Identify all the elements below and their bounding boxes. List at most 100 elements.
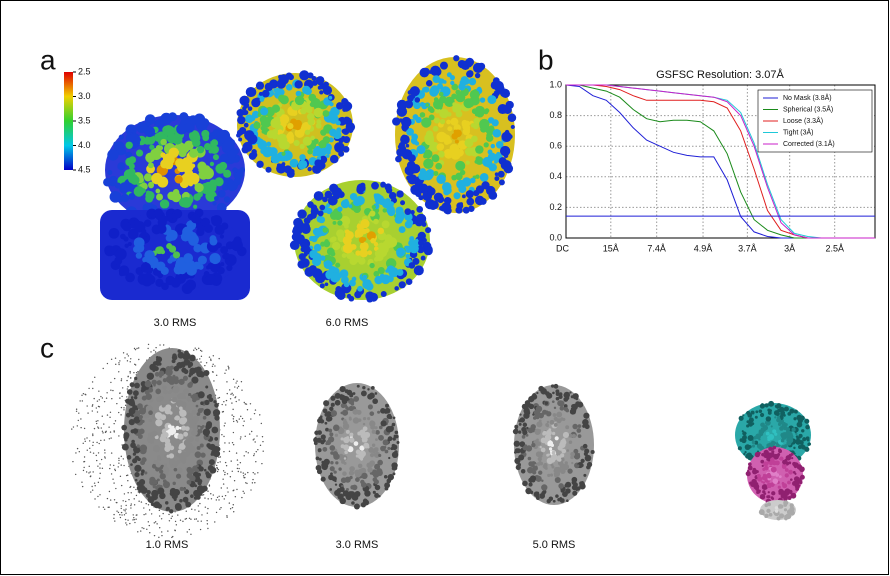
point-cloud bbox=[169, 520, 170, 521]
map-speck bbox=[371, 386, 375, 390]
map-speck bbox=[361, 473, 367, 479]
point-cloud bbox=[92, 410, 93, 411]
map-speck bbox=[155, 419, 162, 426]
point-cloud bbox=[121, 396, 122, 397]
map-speck bbox=[372, 444, 375, 447]
map-speck bbox=[330, 461, 333, 464]
map-speck bbox=[409, 244, 418, 253]
map-speck bbox=[333, 131, 342, 140]
map-speck bbox=[204, 409, 211, 416]
point-cloud bbox=[87, 412, 88, 413]
point-cloud bbox=[136, 348, 137, 349]
map-speck bbox=[161, 283, 169, 291]
map-speck bbox=[142, 396, 147, 401]
map-speck bbox=[458, 83, 466, 91]
map-speck bbox=[160, 199, 169, 208]
map-speck bbox=[785, 513, 791, 519]
map-speck bbox=[362, 386, 365, 389]
map-speck bbox=[323, 408, 328, 413]
map-speck bbox=[330, 396, 335, 401]
map-speck bbox=[761, 453, 764, 456]
map-speck bbox=[175, 504, 182, 511]
map-speck bbox=[576, 404, 579, 407]
map-speck bbox=[148, 410, 153, 415]
point-cloud bbox=[125, 505, 126, 506]
map-speck bbox=[158, 362, 161, 365]
map-speck bbox=[184, 355, 188, 359]
map-speck bbox=[773, 512, 775, 514]
point-cloud bbox=[80, 427, 81, 428]
map-speck bbox=[494, 90, 500, 96]
map-speck bbox=[358, 464, 363, 469]
map-speck bbox=[409, 236, 414, 241]
map-speck bbox=[343, 396, 348, 401]
map-speck bbox=[372, 205, 376, 209]
map-speck bbox=[528, 461, 533, 466]
map-speck bbox=[536, 421, 542, 427]
map-speck bbox=[300, 144, 305, 149]
map-speck bbox=[795, 477, 797, 479]
point-cloud bbox=[140, 530, 141, 531]
map-speck bbox=[738, 446, 742, 450]
map-speck bbox=[333, 221, 337, 225]
map-speck bbox=[513, 429, 518, 434]
map-speck bbox=[160, 152, 165, 157]
point-cloud bbox=[149, 525, 150, 526]
map-speck bbox=[344, 404, 347, 407]
map-speck bbox=[274, 116, 280, 122]
map-speck bbox=[576, 428, 581, 433]
map-speck bbox=[322, 197, 328, 203]
map-speck bbox=[299, 253, 306, 260]
map-speck bbox=[192, 416, 199, 423]
point-cloud bbox=[102, 416, 103, 417]
point-cloud bbox=[121, 456, 122, 457]
point-cloud bbox=[221, 404, 222, 405]
map-speck bbox=[762, 490, 765, 493]
map-speck bbox=[387, 447, 390, 450]
colorbar-label: 3.5 bbox=[78, 115, 91, 125]
map-speck bbox=[755, 410, 758, 413]
point-cloud bbox=[200, 361, 201, 362]
map-speck bbox=[409, 262, 415, 268]
point-cloud bbox=[199, 358, 200, 359]
point-cloud bbox=[135, 349, 136, 350]
map-speck bbox=[330, 155, 339, 164]
point-cloud bbox=[110, 464, 111, 465]
map-speck bbox=[467, 70, 474, 77]
map-speck bbox=[742, 431, 746, 435]
map-speck bbox=[256, 82, 264, 90]
map-speck bbox=[358, 257, 365, 264]
map-speck bbox=[179, 499, 183, 503]
point-cloud bbox=[206, 362, 207, 363]
map-speck bbox=[335, 434, 338, 437]
map-speck bbox=[228, 179, 234, 185]
map-speck bbox=[343, 492, 347, 496]
map-speck bbox=[385, 183, 392, 190]
map-speck bbox=[768, 447, 772, 451]
point-cloud bbox=[100, 396, 101, 397]
caption: 3.0 RMS bbox=[336, 539, 379, 551]
point-cloud bbox=[246, 483, 247, 484]
map-speck bbox=[351, 501, 355, 505]
legend-label: Spherical (3.5Å) bbox=[783, 104, 833, 113]
map-speck bbox=[444, 187, 452, 195]
point-cloud bbox=[162, 513, 163, 514]
map-speck bbox=[131, 440, 135, 444]
map-speck bbox=[572, 485, 577, 490]
map-speck bbox=[760, 413, 764, 417]
map-speck bbox=[446, 120, 451, 125]
point-cloud bbox=[247, 409, 248, 410]
point-cloud bbox=[143, 507, 144, 508]
point-cloud bbox=[149, 532, 150, 533]
map-speck bbox=[179, 406, 183, 410]
map-speck bbox=[768, 401, 774, 407]
map-speck bbox=[192, 410, 197, 415]
map-speck bbox=[474, 160, 478, 164]
map-speck bbox=[793, 447, 795, 449]
map-speck bbox=[342, 410, 348, 416]
point-cloud bbox=[78, 412, 79, 413]
map-speck bbox=[355, 250, 360, 255]
map-speck bbox=[545, 402, 548, 405]
map-speck bbox=[196, 405, 199, 408]
point-cloud bbox=[245, 474, 246, 475]
